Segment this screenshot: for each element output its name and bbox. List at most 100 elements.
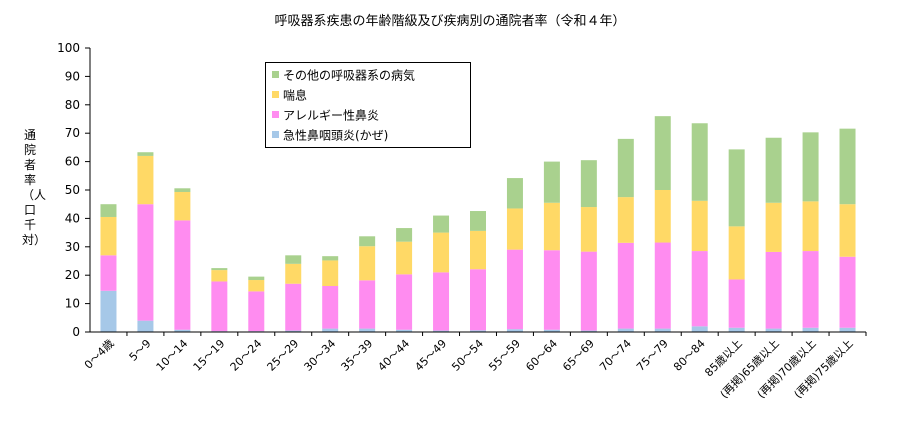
bar-segment [137,320,154,332]
bar-segment [470,269,486,331]
bar-segment [100,216,117,256]
legend-swatch-common-cold [272,131,279,138]
legend-swatch-asthma [272,91,279,98]
bar-segment [765,328,782,332]
bar-segment [137,152,154,156]
x-category-label: 65～69 [560,337,597,374]
bar-segment [617,328,634,332]
bar-segment [285,283,302,331]
bar-segment [174,329,191,332]
y-tick-label: 80 [65,98,80,112]
x-category-label: 55～59 [486,337,523,374]
x-category-label: 40～44 [375,337,412,374]
bar-segment [617,242,634,329]
bar-segment [100,255,117,291]
bar-segment [617,138,634,198]
bar-segment [211,268,228,271]
bar-segment [691,251,708,327]
legend-label-asthma: 喘息 [283,88,308,103]
x-category-label: 15～19 [191,337,228,374]
legend: その他の呼吸器系の病気 喘息 アレルギー性鼻炎 急性鼻咽頭炎(かぜ) [265,62,471,148]
bar-segment [506,208,523,250]
legend-item-common-cold: 急性鼻咽頭炎(かぜ) [272,126,388,144]
bar-segment [802,132,819,202]
x-category-label: 70～74 [597,337,634,374]
bar-segment [248,276,265,281]
bar-segment [506,249,523,330]
bar-segment [543,161,560,203]
bar-segment [470,330,486,332]
legend-item-allergic-rhinitis: アレルギー性鼻炎 [272,106,379,124]
legend-swatch-other-respiratory [272,71,279,78]
x-category-label: 35～39 [338,337,375,374]
y-tick-label: 0 [72,325,80,339]
y-tick-label: 100 [57,41,80,55]
y-tick-label: 40 [65,211,80,225]
bar-segment [359,280,376,329]
bar-segment [580,251,597,331]
bar-segment [359,236,376,247]
bar-segment [802,251,819,328]
legend-label-common-cold: 急性鼻咽頭炎(かぜ) [283,128,389,143]
bar-segment [654,242,671,329]
bar-segment [543,250,560,330]
bar-segment [802,327,819,332]
bar-segment [248,280,265,292]
bar-segment [728,226,745,280]
bar-segment [839,128,856,205]
x-category-label: 5～9 [127,337,154,364]
y-tick-label: 10 [65,297,80,311]
bar-segment [322,328,339,332]
bar-segment [691,326,708,332]
x-category-label: 0～4歳 [82,337,117,372]
bar-segment [728,327,745,332]
bar-segment [765,202,782,252]
bar-segment [433,330,450,332]
bar-segment [285,255,302,264]
bar-segment [396,228,413,242]
bar-segment [322,260,339,286]
bar-segment [100,204,117,217]
bar-segment [211,270,228,282]
y-tick-label: 20 [65,268,80,282]
x-category-label: 45～49 [412,337,449,374]
bar-segment [100,290,117,332]
y-tick-label: 90 [65,69,80,83]
bar-segment [691,123,708,201]
bar-segment [506,329,523,332]
bar-segment [470,230,486,270]
bar-segment [359,246,376,281]
bar-segment [174,220,191,330]
bar-segment [765,137,782,203]
x-category-label: 30～34 [302,337,339,374]
x-category-label: 25～29 [265,337,302,374]
bar-segment [728,279,745,328]
x-category-label: 10～14 [154,337,191,374]
bar-segment [174,191,191,221]
bar-segment [839,327,856,332]
bar-segment [506,178,523,209]
bar-segment [396,329,413,332]
x-category-label: 75～79 [634,337,671,374]
legend-swatch-allergic-rhinitis [272,111,279,118]
x-category-label: 50～54 [449,337,486,374]
bar-segment [765,251,782,329]
bar-segment [359,328,376,332]
chart-title: 呼吸器系疾患の年齢階級及び疾病別の通院者率（令和４年） [274,14,626,29]
y-tick-label: 50 [65,183,80,197]
bar-segment [285,330,302,332]
bar-segment [654,190,671,243]
bar-segment [322,285,339,329]
bar-segment [211,281,228,332]
legend-item-other-respiratory: その他の呼吸器系の病気 [272,66,415,84]
bar-segment [322,256,339,261]
bar-segment [617,197,634,243]
legend-item-asthma: 喘息 [272,86,307,104]
bar-segment [654,328,671,332]
bar-segment [543,202,560,251]
bar-segment [580,207,597,252]
bar-segment [285,263,302,284]
legend-label-allergic-rhinitis: アレルギー性鼻炎 [283,108,380,123]
bar-segment [396,241,413,275]
